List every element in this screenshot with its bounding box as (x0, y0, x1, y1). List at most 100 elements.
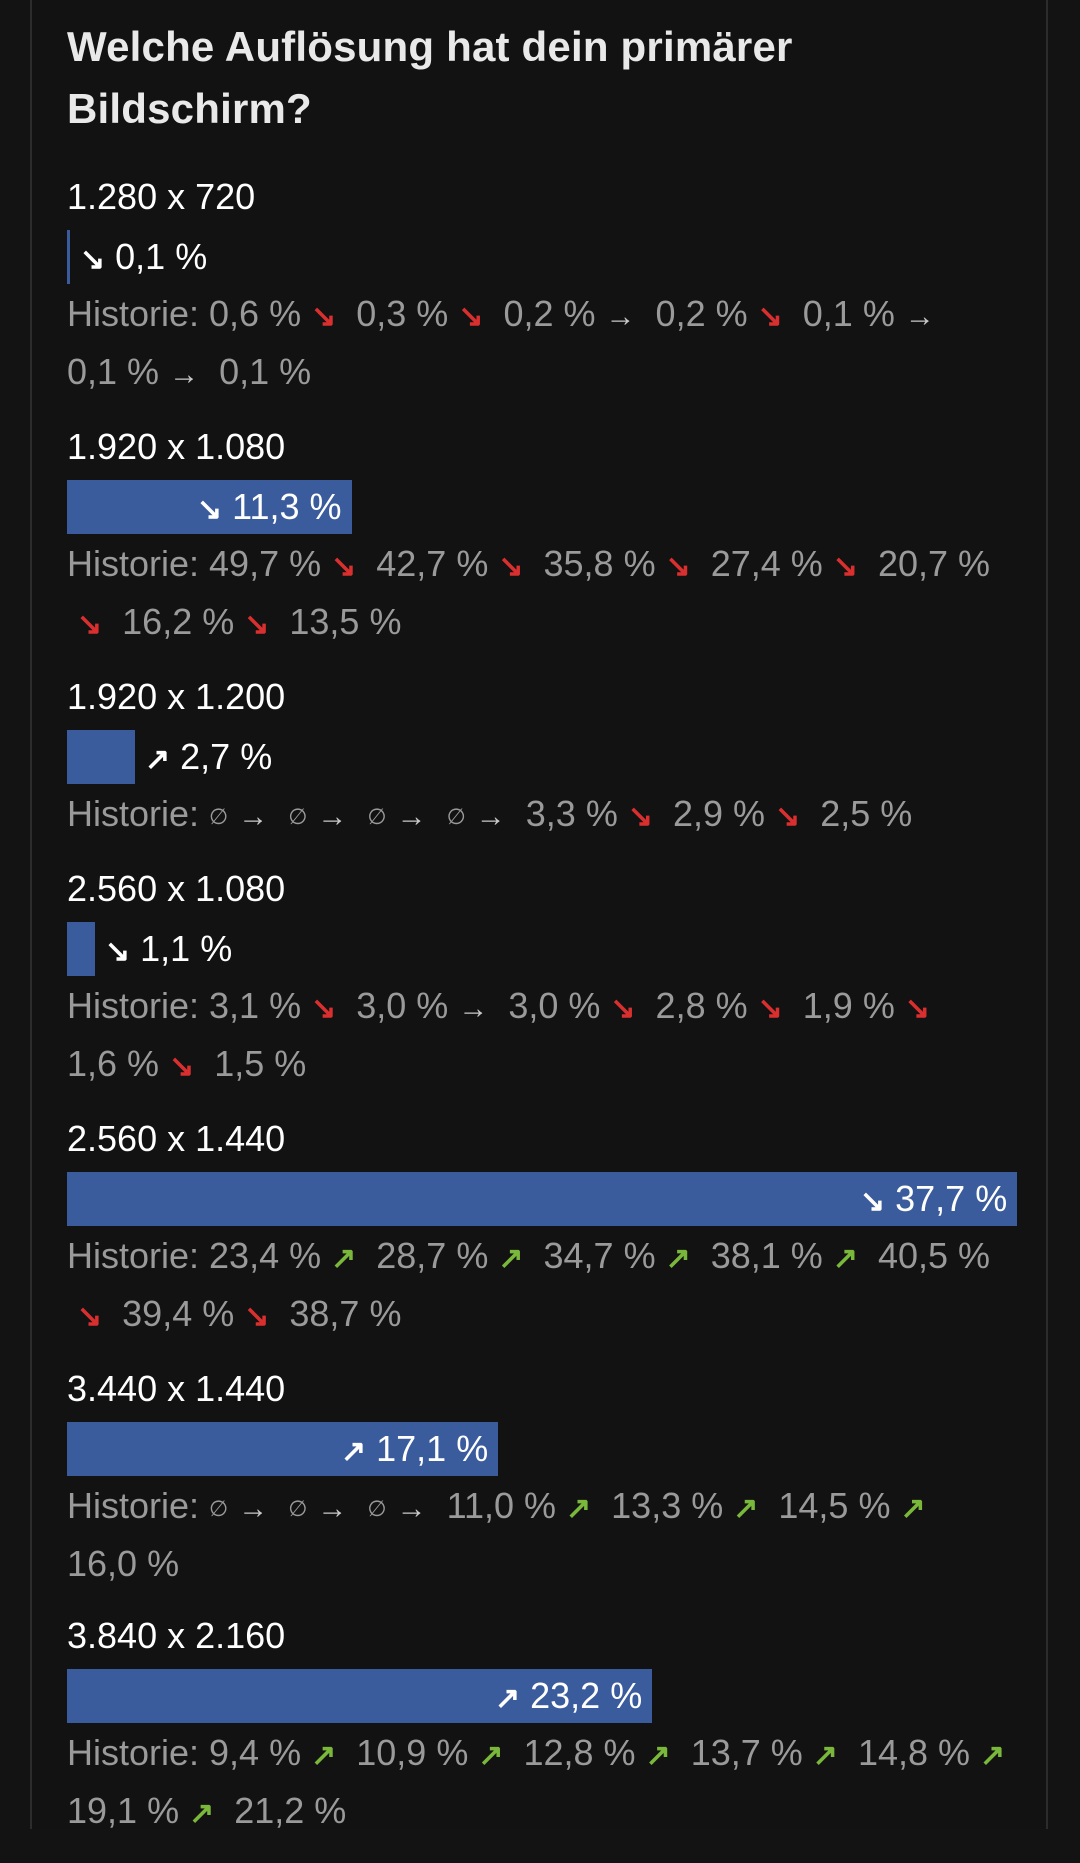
history-value: 16,0 % (67, 1543, 180, 1584)
trend-down-icon: ↘ (610, 992, 636, 1025)
trend-down-icon: ↘ (627, 800, 653, 833)
history-value: 19,1 % (67, 1790, 180, 1831)
trend-flat-icon: → (317, 1492, 348, 1525)
trend-up-icon: ↗ (980, 1739, 1006, 1772)
history-value: 0,1 % (219, 351, 312, 392)
history-value: 3,0 % (356, 985, 449, 1026)
result-bar (67, 1422, 498, 1476)
bar-line: ↘ 0,1 % (67, 230, 1027, 284)
history-label: Historie: (67, 1235, 210, 1276)
trend-down-icon: ↘ (244, 608, 270, 641)
trend-down-icon: ↘ (80, 243, 106, 276)
bar-line: ↗ 17,1 % (67, 1422, 1027, 1476)
history-line: Historie: 0,6 % ↘ 0,3 % ↘ 0,2 % → 0,2 % ↘ 0,… (67, 286, 1027, 402)
history-value: 27,4 % (710, 543, 823, 584)
trend-down-icon: ↘ (311, 992, 337, 1025)
poll-results: 1.280 x 720 ↘ 0,1 % Historie: 0,6 % ↘ 0,3 % ↘… (67, 174, 1027, 1841)
trend-down-icon: ↘ (775, 800, 801, 833)
history-value: 20,7 % (877, 543, 991, 584)
history-value: 14,8 % (857, 1732, 971, 1773)
history-label: Historie: (67, 543, 210, 584)
history-value: 16,2 % (122, 601, 235, 642)
trend-up-icon: ↗ (812, 1739, 838, 1772)
trend-down-icon: ↘ (904, 992, 930, 1025)
history-value: 0,1 % (802, 293, 895, 334)
bar-value-label: ↗ 17,1 % (341, 1422, 488, 1476)
history-line: Historie: 9,4 % ↗ 10,9 % ↗ 12,8 % ↗ 13,7 % ↗… (67, 1725, 1027, 1841)
result-bar (67, 480, 352, 534)
trend-flat-icon: → (396, 1492, 427, 1525)
result-row: 2.560 x 1.440 ↘ 37,7 % Historie: 23,4 % ↗ 28… (67, 1116, 1027, 1344)
percentage-value: 1,1 % (140, 928, 233, 969)
trend-flat-icon: → (169, 358, 200, 391)
bar-line: ↘ 11,3 % (67, 480, 1027, 534)
trend-up-icon: ↗ (733, 1492, 759, 1525)
history-value: 0,1 % (67, 351, 160, 392)
history-value: 13,5 % (289, 601, 402, 642)
trend-up-icon: ↗ (311, 1739, 337, 1772)
bar-value-label: ↗ 2,7 % (145, 730, 272, 784)
trend-up-icon: ↗ (341, 1435, 367, 1468)
bar-value-label: ↘ 0,1 % (80, 230, 207, 284)
history-value: 12,8 % (523, 1732, 636, 1773)
bar-value-label: ↗ 23,2 % (495, 1669, 642, 1723)
history-label: Historie: (67, 985, 210, 1026)
resolution-label: 1.920 x 1.200 (67, 676, 286, 717)
resolution-label: 2.560 x 1.080 (67, 868, 286, 909)
trend-down-icon: ↘ (105, 935, 131, 968)
result-row: 1.920 x 1.200 ↗ 2,7 % Historie: ∅ → ∅ → ∅ → ∅ →… (67, 674, 1027, 844)
trend-flat-icon: → (238, 1492, 269, 1525)
history-value: 0,6 % (209, 293, 302, 334)
trend-flat-icon: → (396, 800, 427, 833)
trend-up-icon: ↗ (832, 1242, 858, 1275)
history-value: 39,4 % (122, 1293, 235, 1334)
trend-flat-icon: → (458, 992, 489, 1025)
history-label: Historie: (67, 793, 210, 834)
no-data-symbol: ∅ (446, 803, 466, 829)
bar-line: ↗ 23,2 % (67, 1669, 1027, 1723)
history-value: 28,7 % (376, 1235, 489, 1276)
history-value: 2,5 % (820, 793, 913, 834)
history-value: 11,0 % (446, 1485, 556, 1526)
resolution-label: 1.920 x 1.080 (67, 426, 286, 467)
trend-down-icon: ↘ (458, 300, 484, 333)
history-value: 3,1 % (209, 985, 302, 1026)
trend-flat-icon: → (605, 300, 636, 333)
bar-value-label: ↘ 11,3 % (197, 480, 342, 534)
trend-up-icon: ↗ (900, 1492, 926, 1525)
trend-down-icon: ↘ (860, 1185, 886, 1218)
trend-up-icon: ↗ (189, 1797, 215, 1830)
trend-up-icon: ↗ (566, 1492, 592, 1525)
history-value: 14,5 % (778, 1485, 891, 1526)
trend-down-icon: ↘ (311, 300, 337, 333)
result-row: 1.920 x 1.080 ↘ 11,3 % Historie: 49,7 % ↘ 42… (67, 424, 1027, 652)
no-data-symbol: ∅ (209, 1495, 229, 1521)
result-bar (67, 922, 95, 976)
bar-value-label: ↘ 37,7 % (860, 1172, 1007, 1226)
result-row: 3.840 x 2.160 ↗ 23,2 % Historie: 9,4 % ↗ 10,… (67, 1613, 1027, 1841)
bar-line: ↘ 1,1 % (67, 922, 1027, 976)
no-data-symbol: ∅ (209, 803, 229, 829)
history-value: 1,6 % (67, 1043, 160, 1084)
history-value: 1,5 % (214, 1043, 307, 1084)
history-value: 49,7 % (209, 543, 322, 584)
bar-value-label: ↘ 1,1 % (105, 922, 232, 976)
history-value: 0,2 % (655, 293, 748, 334)
trend-up-icon: ↗ (478, 1739, 504, 1772)
resolution-label: 2.560 x 1.440 (67, 1118, 286, 1159)
trend-up-icon: ↗ (331, 1242, 357, 1275)
history-label: Historie: (67, 1732, 210, 1773)
result-bar (67, 230, 70, 284)
trend-down-icon: ↘ (331, 550, 357, 583)
history-line: Historie: 49,7 % ↘ 42,7 % ↘ 35,8 % ↘ 27,4 %… (67, 536, 1027, 652)
history-value: 0,2 % (503, 293, 596, 334)
history-value: 0,3 % (356, 293, 449, 334)
trend-down-icon: ↘ (244, 1300, 270, 1333)
history-value: 3,3 % (525, 793, 618, 834)
history-value: 38,7 % (289, 1293, 402, 1334)
percentage-value: 37,7 % (895, 1178, 1008, 1219)
trend-down-icon: ↘ (197, 493, 223, 526)
trend-up-icon: ↗ (145, 743, 171, 776)
percentage-value: 11,3 % (232, 486, 342, 527)
history-line: Historie: ∅ → ∅ → ∅ → 11,0 % ↗ 13,3 % ↗ 14,5 … (67, 1478, 1027, 1591)
